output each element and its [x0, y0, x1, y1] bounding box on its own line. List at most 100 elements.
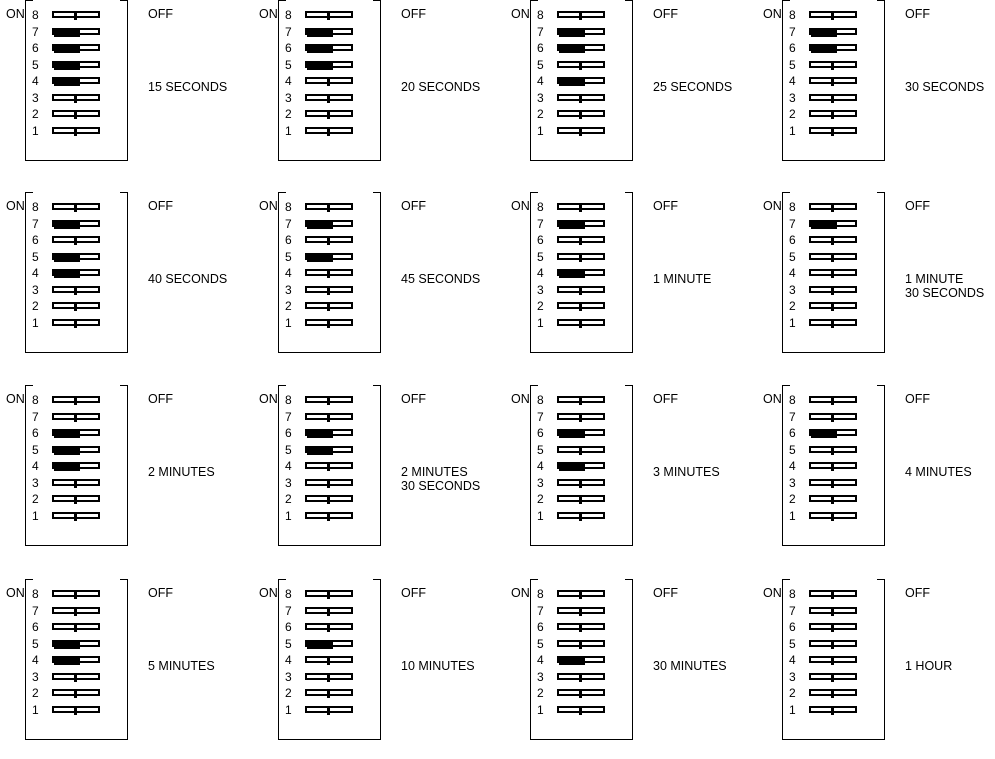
switch-number: 7: [789, 24, 796, 39]
switch-block-corner: [278, 192, 286, 193]
switch-toggle-6: [52, 236, 100, 245]
switch-actuator-off: [831, 319, 834, 328]
on-label: ON: [511, 199, 530, 213]
switch-actuator-on: [54, 640, 80, 649]
switch-number: 4: [285, 653, 292, 667]
on-label: ON: [259, 199, 278, 213]
switch-toggle-6: [305, 429, 353, 438]
switch-number: 1: [789, 508, 796, 523]
switch-toggle-4: [557, 77, 605, 86]
switch-block-corner: [373, 0, 381, 1]
on-label: ON: [259, 7, 278, 21]
switch-actuator-on: [307, 253, 333, 262]
switch-number: 1: [285, 123, 292, 138]
switch-toggle-8: [305, 396, 353, 405]
switch-toggle-8: [809, 11, 857, 20]
switch-number: 1: [789, 702, 796, 717]
switch-toggle-4: [52, 462, 100, 471]
dip-switch-setting: ON OFF 30 MINUTES 8 7 6 5 4 3 2 1: [505, 579, 750, 759]
switch-number: 1: [32, 315, 39, 330]
switch-toggle-2: [557, 110, 605, 119]
off-label: OFF: [905, 7, 930, 21]
switch-number: 3: [32, 669, 39, 684]
switch-block: 8 7 6 5 4 3 2 1: [278, 0, 381, 161]
switch-block-corner: [530, 579, 538, 580]
switch-actuator-off: [831, 446, 834, 455]
switch-number: 3: [285, 475, 292, 490]
timeout-caption-line: 3 MINUTES: [653, 465, 720, 479]
switch-toggle-5: [809, 445, 857, 455]
switch-block-corner: [25, 579, 33, 580]
switch-actuator-off: [74, 607, 77, 616]
switch-actuator-off: [579, 319, 582, 328]
switch-actuator-off: [327, 204, 330, 212]
switch-toggle-1: [52, 705, 100, 715]
switch-toggle-8: [305, 11, 353, 20]
switch-toggle-8: [557, 396, 605, 405]
switch-actuator-off: [74, 12, 77, 20]
dip-switch-setting: ON OFF 30 SECONDS 8 7 6 5 4 3 2 1: [757, 0, 995, 180]
switch-toggle-7: [809, 27, 857, 37]
switch-block: 8 7 6 5 4 3 2 1: [278, 385, 381, 546]
switch-number: 3: [537, 90, 544, 105]
switch-number: 7: [537, 216, 544, 231]
switch-actuator-off: [579, 127, 582, 136]
switch-toggle-5: [305, 445, 353, 455]
switch-toggle-5: [305, 252, 353, 262]
switch-toggle-6: [557, 623, 605, 632]
switch-toggle-3: [557, 93, 605, 103]
switch-toggle-1: [305, 126, 353, 136]
timeout-caption: 3 MINUTES: [653, 465, 720, 479]
switch-number: 5: [789, 57, 796, 72]
switch-actuator-off: [327, 463, 330, 471]
switch-block: 8 7 6 5 4 3 2 1: [25, 0, 128, 161]
switch-block-corner: [373, 192, 381, 193]
switch-actuator-on: [54, 463, 80, 471]
switch-toggle-6: [305, 44, 353, 53]
switch-actuator-off: [831, 496, 834, 504]
on-label: ON: [763, 586, 782, 600]
timeout-caption-line: 40 SECONDS: [148, 272, 228, 286]
switch-toggle-4: [557, 269, 605, 278]
switch-number: 4: [537, 459, 544, 473]
timeout-caption: 30 MINUTES: [653, 659, 727, 673]
switch-number: 3: [789, 282, 796, 297]
switch-number: 2: [537, 492, 544, 506]
switch-actuator-off: [579, 706, 582, 715]
switch-number: 8: [537, 8, 544, 22]
switch-toggle-7: [305, 27, 353, 37]
switch-actuator-off: [74, 479, 77, 488]
switch-block-corner: [373, 385, 381, 386]
switch-toggle-5: [557, 60, 605, 70]
on-label: ON: [259, 392, 278, 406]
switch-toggle-8: [52, 396, 100, 405]
switch-toggle-6: [809, 429, 857, 438]
timeout-caption: 5 MINUTES: [148, 659, 215, 673]
switch-actuator-off: [579, 690, 582, 698]
switch-toggle-8: [809, 396, 857, 405]
switch-actuator-off: [74, 397, 77, 405]
switch-number: 1: [789, 315, 796, 330]
switch-toggle-1: [305, 511, 353, 521]
switch-actuator-off: [74, 496, 77, 504]
switch-actuator-off: [74, 237, 77, 245]
switch-number: 2: [32, 686, 39, 700]
switch-actuator-off: [831, 253, 834, 262]
switch-actuator-off: [579, 512, 582, 521]
switch-actuator-on: [54, 430, 80, 438]
switch-toggle-1: [557, 126, 605, 136]
switch-toggle-5: [809, 639, 857, 649]
switch-actuator-off: [831, 512, 834, 521]
switch-toggle-3: [557, 672, 605, 682]
on-label: ON: [259, 586, 278, 600]
switch-actuator-off: [831, 61, 834, 70]
switch-actuator-off: [327, 12, 330, 20]
switch-toggle-1: [557, 511, 605, 521]
switch-toggle-4: [809, 77, 857, 86]
switch-actuator-off: [74, 111, 77, 119]
off-label: OFF: [653, 7, 678, 21]
switch-block: 8 7 6 5 4 3 2 1: [530, 0, 633, 161]
switch-toggle-5: [305, 639, 353, 649]
switch-toggle-2: [557, 689, 605, 698]
switch-actuator-on: [54, 220, 80, 229]
